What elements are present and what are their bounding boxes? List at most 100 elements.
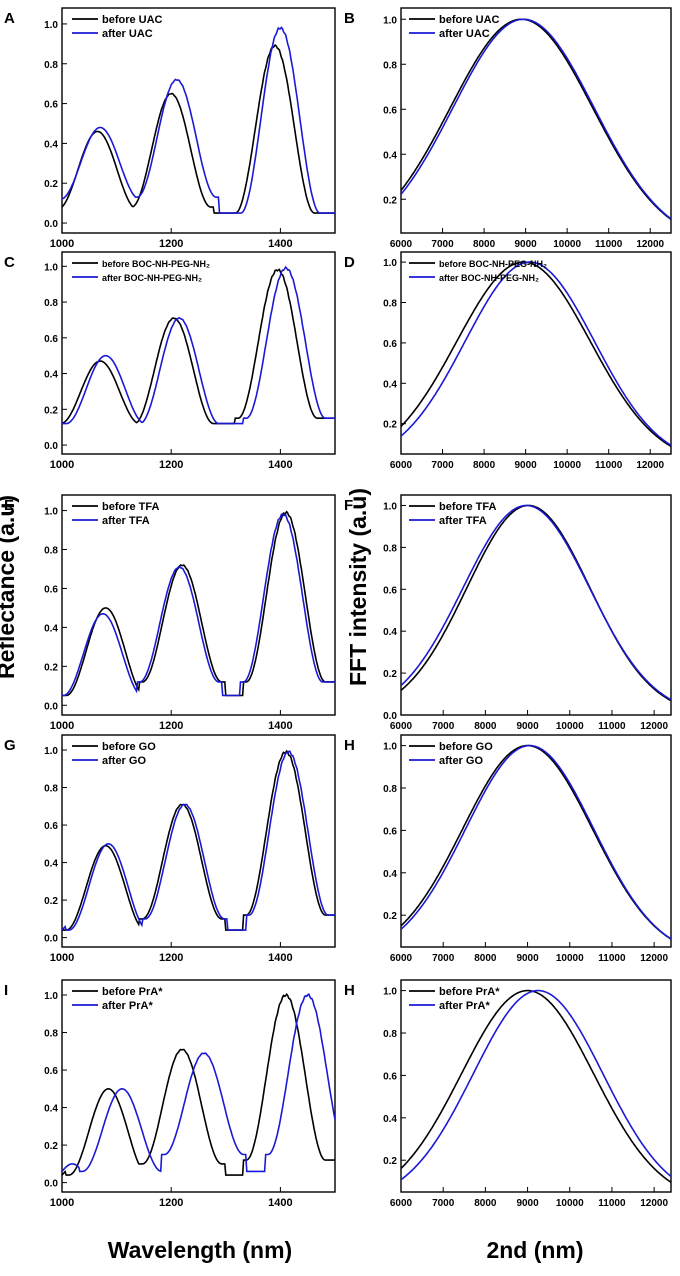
y-tick-label: 0.2: [44, 896, 58, 907]
x-tick-label: 1200: [159, 238, 183, 250]
plot-frame: [400, 7, 672, 234]
y-tick-label: 0.6: [383, 105, 397, 116]
panel-letter: C: [4, 254, 15, 271]
series-line-before: [62, 43, 335, 214]
legend-label: before TFA: [102, 501, 160, 513]
chart-panel-g-6: G 1000 1200 1400 0.0 0.2 0.4 0.6 0.8 1.0 before GO…: [4, 734, 336, 964]
x-tick-label: 7000: [431, 460, 454, 471]
x-tick-label: 10000: [553, 239, 581, 250]
x-tick-label: 1400: [268, 720, 292, 732]
x-tick-label: 1000: [50, 1197, 74, 1209]
y-tick-label: 0.8: [44, 298, 58, 309]
series-line-before: [62, 992, 335, 1176]
y-tick-label: 0.4: [44, 370, 58, 381]
series-line-after: [401, 504, 671, 701]
series-line-before: [62, 268, 335, 425]
panel-letter: F: [344, 497, 353, 514]
series-line-after: [62, 26, 335, 214]
legend-label: after GO: [102, 755, 146, 767]
x-tick-label: 1000: [50, 720, 74, 732]
y-tick-label: 0.4: [44, 1104, 58, 1115]
y-tick-label: 0.8: [383, 1029, 397, 1040]
x-tick-label: 6000: [390, 460, 413, 471]
series-line-before: [401, 18, 671, 221]
plot-frame: [61, 7, 336, 234]
y-tick-label: 0.2: [383, 420, 397, 431]
y-tick-label: 1.0: [383, 742, 397, 753]
x-tick-label: 11000: [598, 1198, 626, 1209]
y-tick-label: 1.0: [383, 987, 397, 998]
plot-frame: [400, 979, 672, 1193]
legend-label: before TFA: [439, 501, 497, 513]
series-line-before: [401, 261, 671, 447]
series-line-before: [401, 989, 671, 1183]
y-tick-label: 0.8: [44, 784, 58, 795]
x-tick-label: 11000: [598, 953, 626, 964]
x-tick-label: 9000: [516, 953, 539, 964]
y-tick-label: 0.0: [44, 1179, 58, 1190]
series-line-before: [62, 510, 335, 697]
x-tick-label: 11000: [598, 721, 626, 732]
y-tick-label: 0.6: [383, 1071, 397, 1082]
y-tick-label: 0.6: [44, 100, 58, 111]
plot-frame: [400, 251, 672, 455]
legend-label: after BOC-NH-PEG-NH₂: [102, 273, 202, 283]
x-tick-label: 6000: [390, 721, 413, 732]
y-tick-label: 1.0: [44, 20, 58, 31]
legend-label: after TFA: [102, 515, 150, 527]
y-tick-label: 0.6: [383, 826, 397, 837]
x-tick-label: 1200: [159, 1197, 183, 1209]
legend-label: before BOC-NH-PEG-NH₂: [439, 259, 547, 269]
series-line-after: [401, 989, 671, 1181]
y-tick-label: 0.2: [383, 195, 397, 206]
legend-label: after UAC: [102, 28, 153, 40]
panel-letter: D: [344, 254, 355, 271]
x-tick-label: 8000: [474, 1198, 497, 1209]
legend-label: before PrA*: [439, 986, 500, 998]
x-tick-label: 9000: [514, 460, 537, 471]
y-tick-label: 0.0: [44, 934, 58, 945]
x-tick-label: 8000: [473, 460, 496, 471]
y-tick-label: 0.4: [383, 627, 397, 638]
legend-label: after PrA*: [102, 1000, 153, 1012]
series-line-after: [62, 750, 335, 931]
y-tick-label: 0.6: [44, 1066, 58, 1077]
y-tick-label: 1.0: [44, 262, 58, 273]
plot-frame: [61, 734, 336, 948]
x-tick-label: 8000: [474, 721, 497, 732]
y-tick-label: 0.6: [44, 334, 58, 345]
y-tick-label: 0.8: [383, 784, 397, 795]
y-tick-label: 1.0: [44, 991, 58, 1002]
y-axis-label-reflectance: Reflectance (a.u): [0, 494, 19, 680]
x-tick-label: 1400: [268, 238, 292, 250]
x-tick-label: 1400: [268, 1197, 292, 1209]
y-tick-label: 1.0: [44, 746, 58, 757]
y-tick-label: 1.0: [383, 501, 397, 512]
legend-label: before UAC: [439, 14, 500, 26]
y-tick-label: 0.6: [383, 585, 397, 596]
y-tick-label: 0.8: [44, 546, 58, 557]
chart-panel-h-7: H 6000 7000 8000 9000 10000 11000 12000 0.2 0.4 0.…: [344, 734, 672, 964]
legend-label: after TFA: [439, 515, 487, 527]
plot-frame: [61, 251, 336, 455]
chart-panel-f-5: F 6000 7000 8000 9000 10000 11000 12000 0.0 0.2 0.…: [344, 494, 672, 732]
y-tick-label: 0.8: [44, 60, 58, 71]
panel-letter: B: [344, 10, 355, 27]
y-tick-label: 0.0: [44, 441, 58, 452]
x-tick-label: 12000: [640, 721, 668, 732]
x-tick-label: 12000: [636, 239, 664, 250]
y-tick-label: 0.0: [383, 711, 397, 722]
y-tick-label: 0.4: [383, 150, 397, 161]
plot-frame: [61, 494, 336, 716]
y-tick-label: 0.6: [44, 821, 58, 832]
y-tick-label: 1.0: [383, 258, 397, 269]
x-tick-label: 1200: [159, 720, 183, 732]
x-tick-label: 1000: [50, 459, 74, 471]
y-tick-label: 1.0: [383, 15, 397, 26]
legend-label: before GO: [102, 741, 156, 753]
x-tick-label: 7000: [432, 721, 455, 732]
chart-panel-c-2: C 1000 1200 1400 0.0 0.2 0.4 0.6 0.8 1.0 before BO…: [4, 251, 336, 471]
panel-letter: G: [4, 737, 16, 754]
x-tick-label: 1200: [159, 459, 183, 471]
